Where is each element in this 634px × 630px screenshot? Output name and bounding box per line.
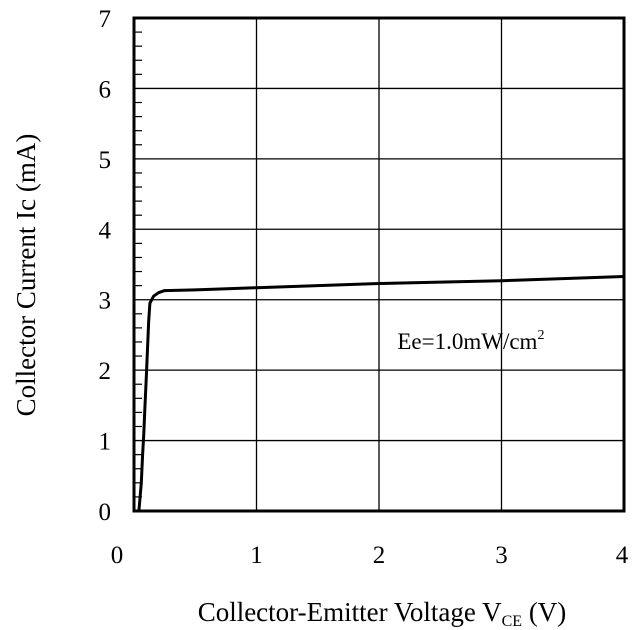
y-tick-label-0: 0 [99,499,112,526]
y-tick-label-3: 3 [99,288,112,315]
grid-lines [134,18,624,511]
series-line-0 [137,275,625,512]
annotation-text: Ee=1.0mW/cm [397,329,537,354]
y-tick-label-1: 1 [99,429,112,456]
y-tick-label-2: 2 [99,358,112,385]
y-tick-labels: 0 1 2 3 4 5 6 7 [99,6,112,526]
y-axis-title: Collector Current Ic (mA) [11,134,41,417]
plot-frame [132,16,626,513]
x-tick-labels: 0 1 2 3 4 [111,542,629,569]
series-layer [137,275,625,512]
y-tick-label-7: 7 [99,6,112,33]
x-axis-title-main: Collector-Emitter Voltage V [198,597,502,627]
x-tick-label-4: 4 [616,542,629,569]
y-tick-label-4: 4 [99,217,112,244]
y-tick-label-5: 5 [99,147,112,174]
annotation-superscript: 2 [537,328,544,343]
x-axis-title: Collector-Emitter Voltage VCE (V) [198,597,567,630]
x-tick-label-1: 1 [250,542,263,569]
y-tick-label-6: 6 [99,76,112,103]
annotation-irradiance: Ee=1.0mW/cm2 [397,328,544,354]
x-tick-label-0: 0 [111,542,124,569]
x-tick-label-2: 2 [373,542,386,569]
x-axis-title-subscript: CE [502,613,522,630]
x-axis-title-unit: (V) [522,597,566,627]
x-tick-label-3: 3 [495,542,508,569]
